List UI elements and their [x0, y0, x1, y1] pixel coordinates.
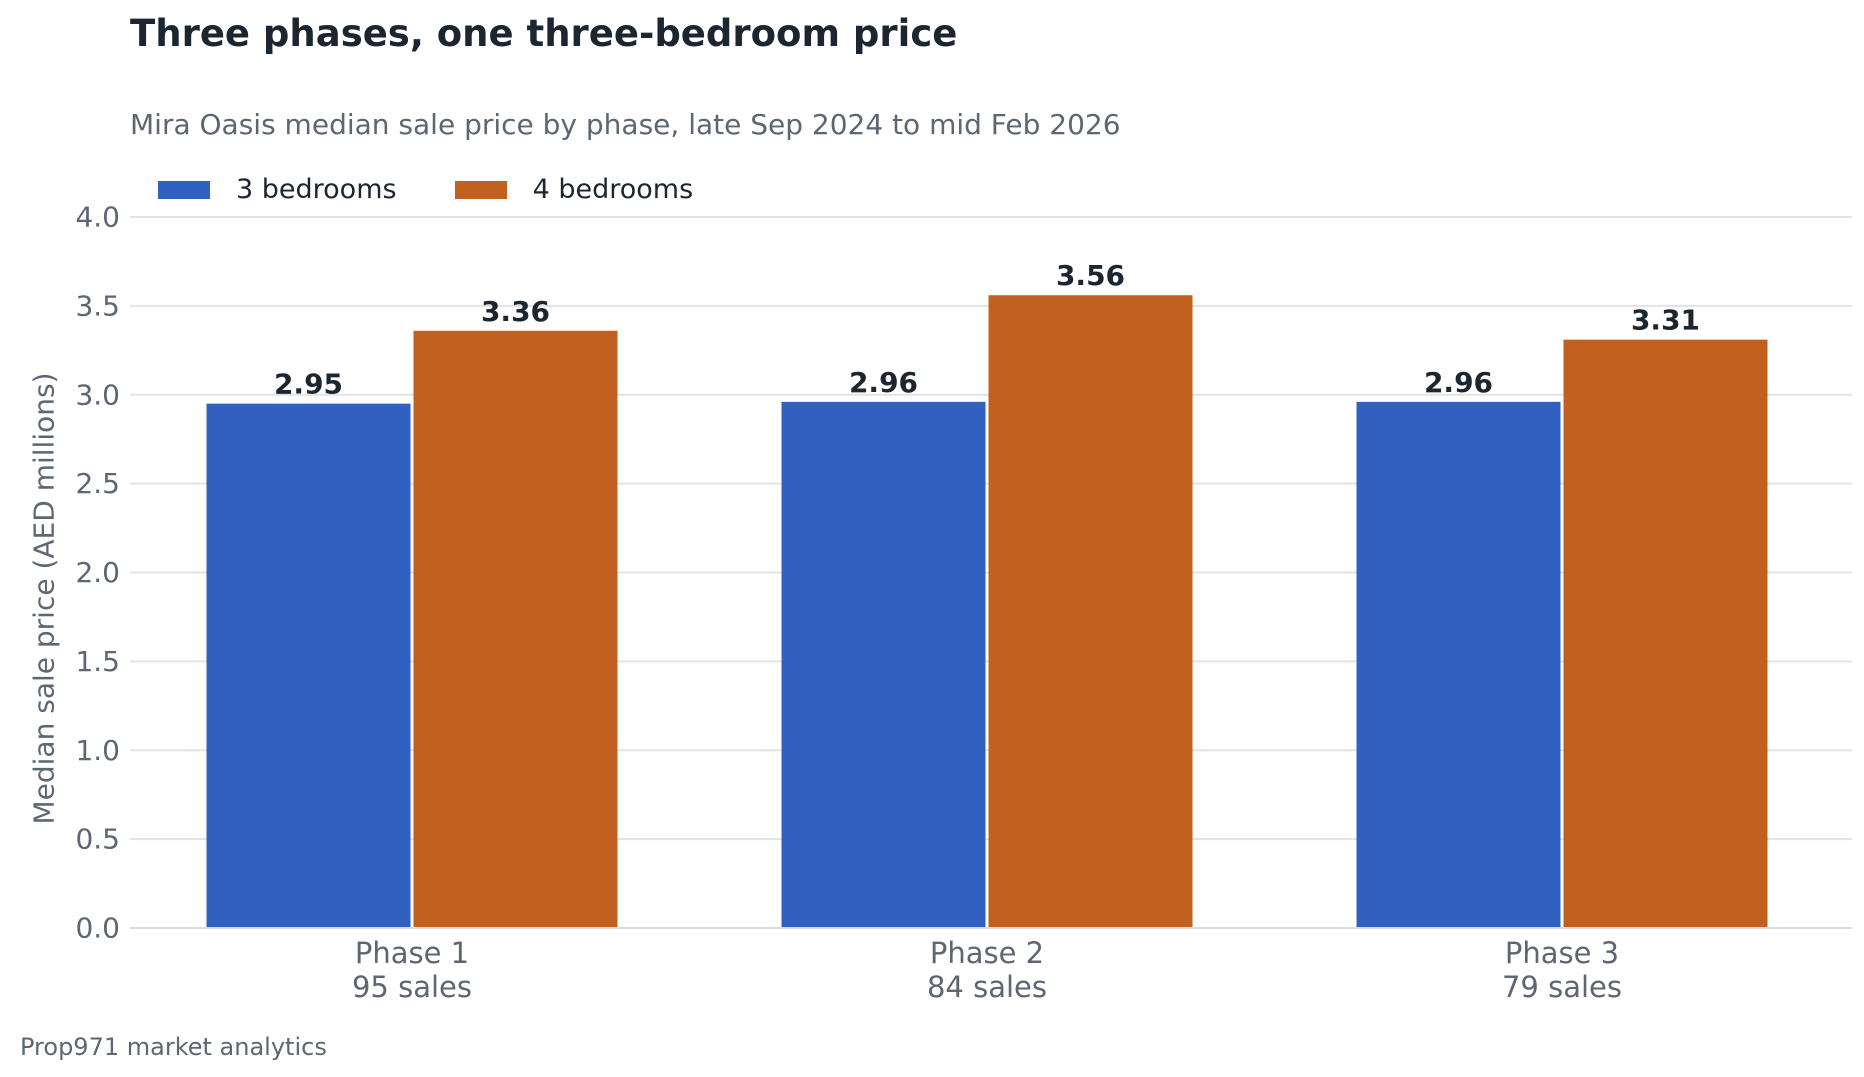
data-label: 2.96 [849, 366, 918, 399]
y-tick-label: 3.5 [75, 289, 120, 322]
legend: 3 bedrooms 4 bedrooms [158, 174, 751, 205]
legend-label-3-bedrooms: 3 bedrooms [236, 174, 397, 205]
x-tick-sublabel: 95 sales [352, 970, 472, 1004]
y-tick-label: 2.5 [75, 467, 120, 500]
bar-4-bedrooms-phase-1 [413, 330, 618, 928]
bar-3-bedrooms-phase-2 [781, 401, 986, 928]
y-axis-label: Median sale price (AED millions) [28, 373, 61, 825]
data-label: 2.95 [274, 368, 343, 401]
legend-item-3-bedrooms: 3 bedrooms [158, 174, 397, 205]
chart-subtitle: Mira Oasis median sale price by phase, l… [130, 108, 1121, 141]
legend-swatch-3-bedrooms [158, 180, 210, 199]
bar-4-bedrooms-phase-3 [1563, 339, 1768, 929]
x-tick-label: Phase 3 [1505, 936, 1619, 970]
data-label: 2.96 [1424, 366, 1493, 399]
bar-4-bedrooms-phase-2 [988, 295, 1193, 929]
y-tick-label: 1.0 [75, 734, 120, 767]
data-label: 3.56 [1056, 259, 1125, 292]
data-label: 3.36 [481, 295, 550, 328]
y-tick-label: 0.0 [75, 912, 120, 945]
x-tick-label: Phase 2 [930, 936, 1044, 970]
legend-item-4-bedrooms: 4 bedrooms [454, 174, 694, 205]
bar-3-bedrooms-phase-3 [1356, 401, 1561, 928]
x-tick-sublabel: 79 sales [1502, 970, 1622, 1004]
y-tick-label: 3.0 [75, 378, 120, 411]
legend-swatch-4-bedrooms [454, 180, 507, 199]
y-tick-label: 4.0 [75, 201, 120, 234]
chart-title: Three phases, one three-bedroom price [130, 12, 958, 55]
y-tick-label: 2.0 [75, 556, 120, 589]
y-tick-label: 0.5 [75, 823, 120, 856]
data-label: 3.31 [1631, 304, 1700, 337]
x-tick-sublabel: 84 sales [927, 970, 1047, 1004]
bar-3-bedrooms-phase-1 [206, 403, 411, 928]
x-tick-label: Phase 1 [355, 936, 469, 970]
legend-label-4-bedrooms: 4 bedrooms [532, 174, 694, 205]
y-tick-label: 1.5 [75, 645, 120, 678]
source-note: Prop971 market analytics [20, 1033, 327, 1061]
